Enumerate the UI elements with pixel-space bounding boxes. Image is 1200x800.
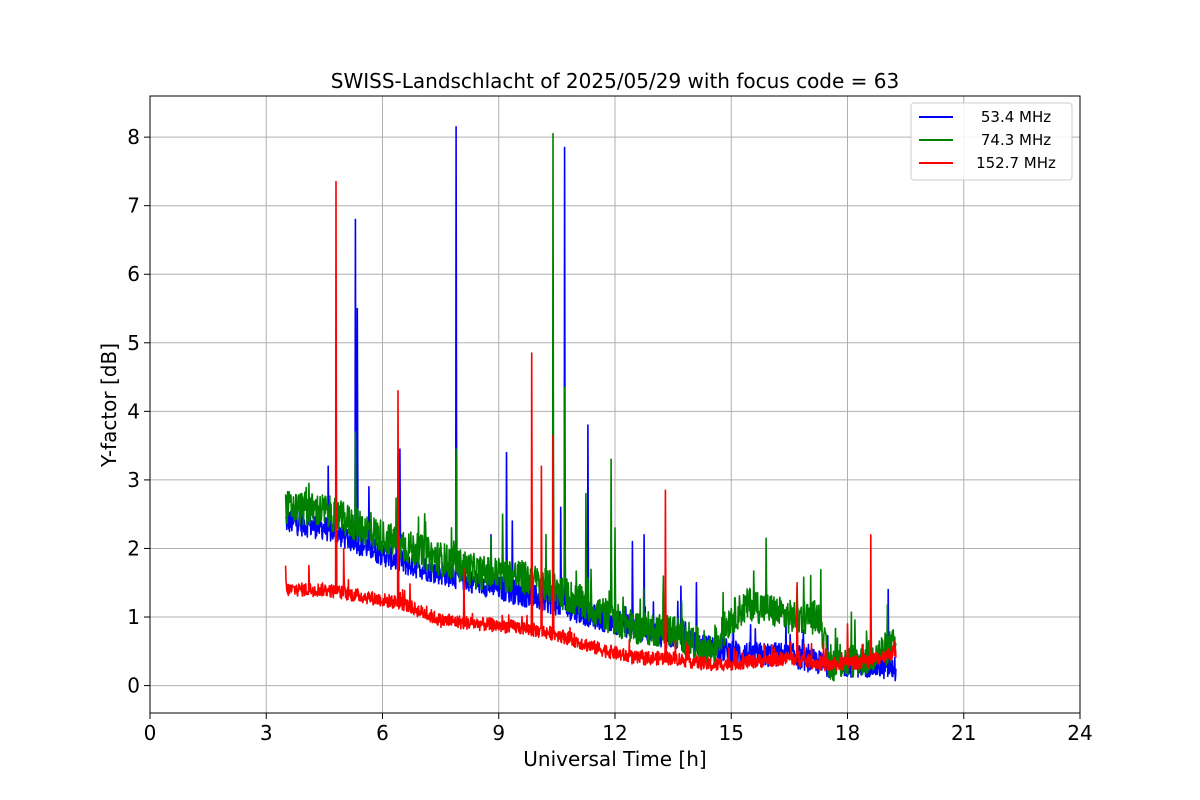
y-tick-label: 1 <box>127 605 140 629</box>
x-tick-label: 15 <box>719 721 744 745</box>
y-tick-label: 7 <box>127 194 140 218</box>
x-tick-label: 24 <box>1067 721 1092 745</box>
x-axis: 0 3 6 9 12 15 18 21 24 <box>144 713 1093 745</box>
chart-title: SWISS-Landschlacht of 2025/05/29 with fo… <box>331 69 899 93</box>
x-tick-label: 3 <box>260 721 273 745</box>
legend-box <box>910 102 1073 181</box>
y-tick-label: 4 <box>127 399 140 423</box>
x-axis-label: Universal Time [h] <box>523 747 706 771</box>
legend: 53.4 MHz 74.3 MHz 152.7 MHz <box>910 102 1073 181</box>
y-axis-label: Y-factor [dB] <box>97 343 121 468</box>
y-tick-label: 3 <box>127 468 140 492</box>
x-tick-label: 12 <box>602 721 627 745</box>
y-tick-label: 2 <box>127 536 140 560</box>
x-tick-label: 0 <box>144 721 157 745</box>
x-tick-label: 21 <box>951 721 976 745</box>
y-tick-label: 0 <box>127 674 140 698</box>
y-axis: 0 1 2 3 4 5 6 7 8 <box>127 125 150 698</box>
x-tick-label: 9 <box>492 721 505 745</box>
legend-label-53: 53.4 MHz <box>981 108 1051 126</box>
series-layer <box>284 126 897 682</box>
y-tick-label: 5 <box>127 331 140 355</box>
y-tick-label: 8 <box>127 125 140 149</box>
legend-label-74: 74.3 MHz <box>981 131 1051 149</box>
x-tick-label: 18 <box>835 721 860 745</box>
legend-label-152: 152.7 MHz <box>976 154 1056 172</box>
x-tick-label: 6 <box>376 721 389 745</box>
series-line-1 <box>284 132 897 682</box>
y-tick-label: 6 <box>127 262 140 286</box>
series-line-2 <box>284 180 897 672</box>
